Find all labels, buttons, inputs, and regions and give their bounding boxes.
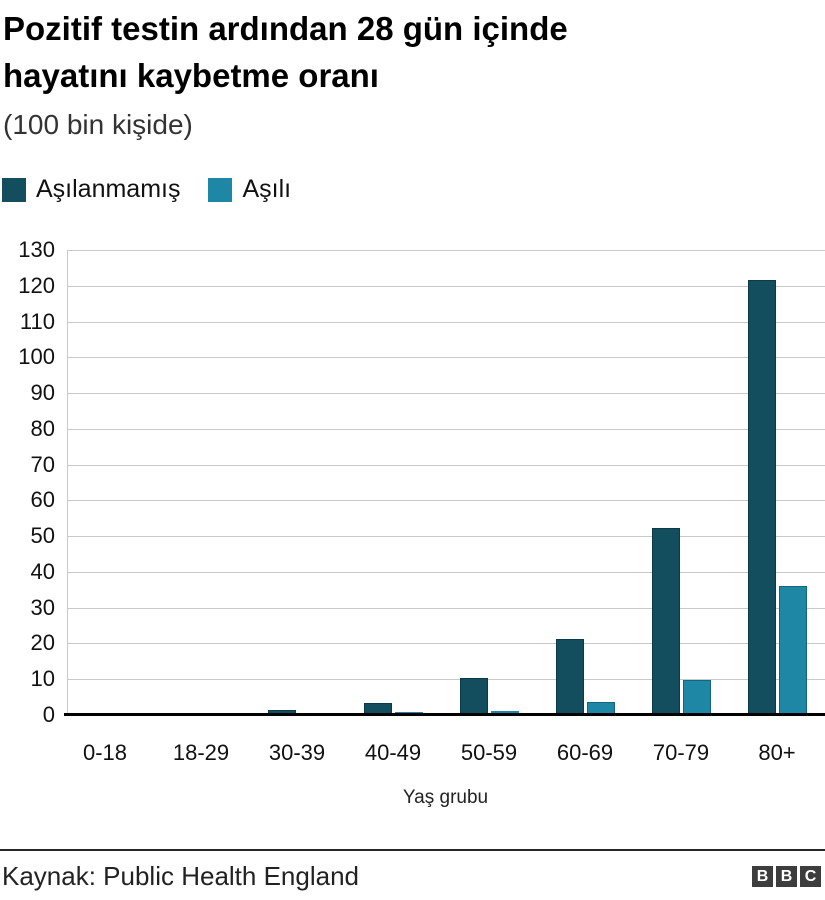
bar-series <box>57 250 825 713</box>
gridline-40 <box>68 571 825 573</box>
bar-unvaccinated-30-39 <box>267 710 296 713</box>
legend-label-vaccinated: Aşılı <box>242 175 292 203</box>
bar-group-80+ <box>729 250 825 713</box>
x-tick-label-60-69: 60-69 <box>556 740 614 765</box>
unvaccinated-swatch-icon <box>2 177 26 202</box>
x-axis-line <box>64 713 825 716</box>
x-tick-label-30-39: 30-39 <box>268 740 326 765</box>
x-tick-label-50-59: 50-59 <box>460 740 518 765</box>
x-tick-label-80+: 80+ <box>758 740 796 765</box>
y-axis: 0 10 20 30 40 50 60 70 80 90 100 110 120 130 <box>0 238 55 727</box>
bar-group-40-49 <box>345 250 441 713</box>
gridline-90 <box>68 393 825 395</box>
bar-vaccinated-40-49 <box>394 711 423 713</box>
bar-unvaccinated-50-59 <box>459 678 488 713</box>
bar-unvaccinated-70-79 <box>651 528 680 713</box>
gridline-30 <box>68 607 825 609</box>
gridline-70 <box>68 464 825 466</box>
x-tick-label-40-49: 40-49 <box>364 740 422 765</box>
gridline-60 <box>68 500 825 502</box>
bar-unvaccinated-80+ <box>747 279 776 713</box>
bar-vaccinated-80+ <box>778 585 807 713</box>
y-tick-label-110: 110 <box>19 308 55 334</box>
y-tick-label-40: 40 <box>30 558 55 584</box>
title-line-1: Pozitif testin ardından 28 gün içinde <box>3 10 568 47</box>
gridline-50 <box>68 536 825 538</box>
y-tick-label-60: 60 <box>30 487 55 513</box>
y-tick-label-130: 130 <box>18 237 55 262</box>
y-tick-label-50: 50 <box>30 523 55 549</box>
x-axis-labels: 0-18 18-29 30-39 40-49 50-59 60-69 70-79 80+ <box>57 740 825 766</box>
source-credit: Kaynak: Public Health England <box>2 861 360 891</box>
bbc-logo: B B C <box>752 866 821 887</box>
gridline-80 <box>68 428 825 430</box>
y-tick-label-80: 80 <box>30 415 55 441</box>
plot-area <box>64 250 825 716</box>
x-tick-label-18-29: 18-29 <box>172 740 230 765</box>
page-title: Pozitif testin ardından 28 gün içinde ha… <box>3 5 568 99</box>
y-tick-label-20: 20 <box>30 630 55 656</box>
bar-vaccinated-70-79 <box>682 679 711 713</box>
y-tick-label-30: 30 <box>30 594 55 620</box>
y-tick-label-120: 120 <box>18 272 55 298</box>
legend-item-vaccinated: Aşılı <box>208 175 291 204</box>
y-tick-label-90: 90 <box>30 380 55 406</box>
y-tick-label-100: 100 <box>18 344 55 370</box>
bbc-logo-letter-b2: B <box>776 866 797 887</box>
gridline-10 <box>68 679 825 681</box>
chart-subtitle: (100 bin kişide) <box>3 109 193 140</box>
bar-vaccinated-60-69 <box>586 701 615 713</box>
x-tick-label-70-79: 70-79 <box>652 740 710 765</box>
title-line-2: hayatını kaybetme oranı <box>3 57 379 94</box>
bbc-logo-letter-b1: B <box>752 866 773 887</box>
bar-group-30-39 <box>249 250 345 713</box>
bar-group-0-18 <box>57 250 153 713</box>
x-axis-title: Yaş grubu <box>402 787 489 808</box>
legend: Aşılanmamış Aşılı <box>2 175 291 204</box>
bbc-logo-letter-c: C <box>800 866 821 887</box>
bar-group-18-29 <box>153 250 249 713</box>
y-tick-label-10: 10 <box>30 666 55 692</box>
legend-item-unvaccinated: Aşılanmamış <box>2 175 180 204</box>
bar-group-50-59 <box>441 250 537 713</box>
gridline-20 <box>68 643 825 645</box>
legend-label-unvaccinated: Aşılanmamış <box>36 175 181 203</box>
gridline-110 <box>68 321 825 323</box>
gridline-100 <box>68 357 825 359</box>
bar-group-60-69 <box>537 250 633 713</box>
y-tick-label-0: 0 <box>42 702 55 727</box>
vaccinated-swatch-icon <box>208 177 233 202</box>
bar-unvaccinated-40-49 <box>363 702 392 713</box>
x-tick-label-0-18: 0-18 <box>82 740 128 765</box>
bar-group-70-79 <box>633 250 729 713</box>
bar-vaccinated-50-59 <box>490 710 519 713</box>
y-tick-label-70: 70 <box>30 451 55 477</box>
gridline-120 <box>68 285 825 287</box>
bar-unvaccinated-60-69 <box>555 639 584 713</box>
gridline-130 <box>68 250 825 251</box>
footer-divider <box>0 849 825 851</box>
